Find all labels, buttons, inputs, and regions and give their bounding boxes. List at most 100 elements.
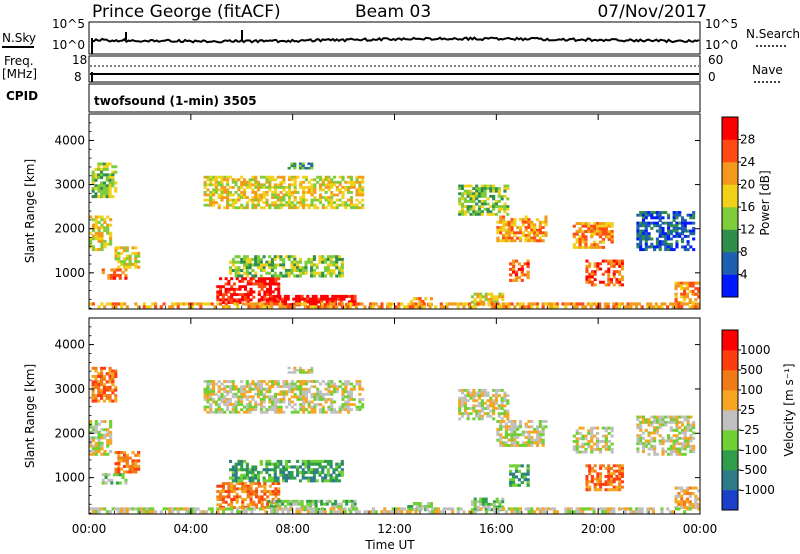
- range-gate-cell: [530, 226, 534, 230]
- range-gate-cell: [513, 443, 517, 447]
- range-gate-cell: [689, 415, 693, 419]
- range-gate-cell: [533, 236, 537, 240]
- time-tick-label: 12:00: [377, 522, 412, 536]
- range-gate-cell: [293, 162, 297, 166]
- range-gate-cell: [265, 382, 269, 386]
- range-gate-cell: [636, 447, 640, 451]
- range-gate-cell: [689, 426, 693, 430]
- range-gate-cell: [636, 426, 640, 430]
- range-gate-cell: [593, 442, 597, 446]
- range-gate-cell: [89, 452, 93, 456]
- range-gate-cell: [94, 394, 98, 398]
- range-gate-cell: [667, 221, 671, 225]
- range-gate-cell: [685, 284, 689, 288]
- range-gate-cell: [598, 222, 603, 226]
- range-gate-cell: [229, 459, 233, 463]
- range-gate-cell: [407, 504, 411, 509]
- range-gate-cell: [361, 188, 365, 192]
- range-gate-cell: [358, 185, 362, 189]
- range-gate-cell: [97, 226, 101, 230]
- range-gate-cell: [593, 469, 597, 473]
- range-gate-cell: [469, 207, 473, 211]
- range-gate-cell: [330, 385, 334, 389]
- range-gate-cell: [494, 187, 499, 191]
- range-gate-cell: [268, 484, 272, 488]
- range-gate-cell: [109, 237, 113, 241]
- range-gate-cell: [231, 380, 235, 383]
- range-gate-cell: [318, 185, 323, 189]
- range-gate-cell: [110, 268, 114, 272]
- range-gate-cell: [688, 289, 692, 293]
- range-gate-cell: [209, 410, 213, 414]
- range-gate-cell: [590, 477, 594, 481]
- range-gate-cell: [513, 218, 517, 222]
- range-gate-cell: [301, 470, 305, 475]
- range-gate-cell: [475, 210, 479, 214]
- range-gate-cell: [496, 430, 500, 434]
- range-gate-cell: [339, 297, 343, 301]
- range-gate-cell: [480, 187, 484, 191]
- range-gate-cell: [134, 507, 138, 511]
- range-gate-cell: [302, 188, 306, 192]
- range-gate-cell: [675, 245, 679, 249]
- range-gate-cell: [217, 180, 221, 184]
- range-gate-cell: [343, 510, 347, 514]
- range-gate-cell: [111, 305, 115, 309]
- range-gate-cell: [507, 239, 511, 243]
- range-gate-cell: [664, 450, 668, 454]
- velocity-colorbar-label: Velocity [m s⁻¹]: [782, 363, 796, 456]
- range-gate-cell: [296, 470, 300, 475]
- range-gate-cell: [188, 510, 192, 514]
- range-gate-cell: [677, 507, 681, 511]
- range-gate-cell: [253, 302, 257, 306]
- range-gate-cell: [506, 414, 510, 418]
- range-gate-cell: [675, 436, 679, 440]
- range-gate-cell: [510, 218, 514, 222]
- range-gate-cell: [278, 302, 282, 306]
- range-gate-cell: [520, 464, 524, 468]
- range-gate-cell: [91, 510, 95, 514]
- range-gate-cell: [293, 371, 297, 374]
- range-gate-cell: [237, 193, 241, 197]
- range-gate-cell: [261, 507, 265, 511]
- range-gate-cell: [252, 295, 256, 299]
- range-gate-cell: [105, 510, 110, 514]
- range-gate-cell: [231, 468, 235, 472]
- range-gate-cell: [279, 257, 283, 261]
- range-gate-cell: [293, 188, 297, 192]
- range-gate-cell: [644, 232, 648, 236]
- range-gate-cell: [499, 507, 503, 511]
- range-gate-cell: [217, 183, 221, 187]
- range-gate-cell: [653, 211, 657, 215]
- time-axis-label: Time UT: [364, 538, 415, 552]
- range-gate-cell: [327, 387, 331, 391]
- range-gate-cell: [262, 392, 266, 396]
- range-gate-cell: [282, 465, 286, 469]
- range-gate-cell: [310, 268, 314, 273]
- range-gate-cell: [672, 219, 676, 222]
- range-gate-cell: [486, 399, 490, 403]
- range-gate-cell: [678, 226, 682, 230]
- range-gate-cell: [669, 237, 673, 241]
- range-gate-cell: [516, 510, 520, 514]
- range-gate-cell: [330, 403, 334, 406]
- range-gate-cell: [97, 399, 101, 403]
- range-gate-cell: [287, 403, 292, 406]
- range-gate-cell: [527, 223, 531, 227]
- range-gate-cell: [424, 504, 428, 509]
- range-gate-cell: [518, 228, 523, 232]
- range-gate-cell: [661, 423, 665, 427]
- range-gate-cell: [658, 248, 662, 252]
- range-gate-cell: [475, 212, 479, 216]
- range-gate-cell: [466, 388, 470, 392]
- range-gate-cell: [510, 427, 514, 431]
- range-gate-cell: [472, 409, 476, 413]
- range-gate-cell: [458, 409, 462, 413]
- range-gate-cell: [105, 165, 109, 169]
- range-gate-cell: [680, 428, 685, 432]
- range-gate-cell: [324, 183, 328, 187]
- range-gate-cell: [245, 462, 249, 466]
- range-gate-cell: [134, 257, 138, 261]
- range-gate-cell: [697, 295, 701, 299]
- range-gate-cell: [240, 459, 244, 463]
